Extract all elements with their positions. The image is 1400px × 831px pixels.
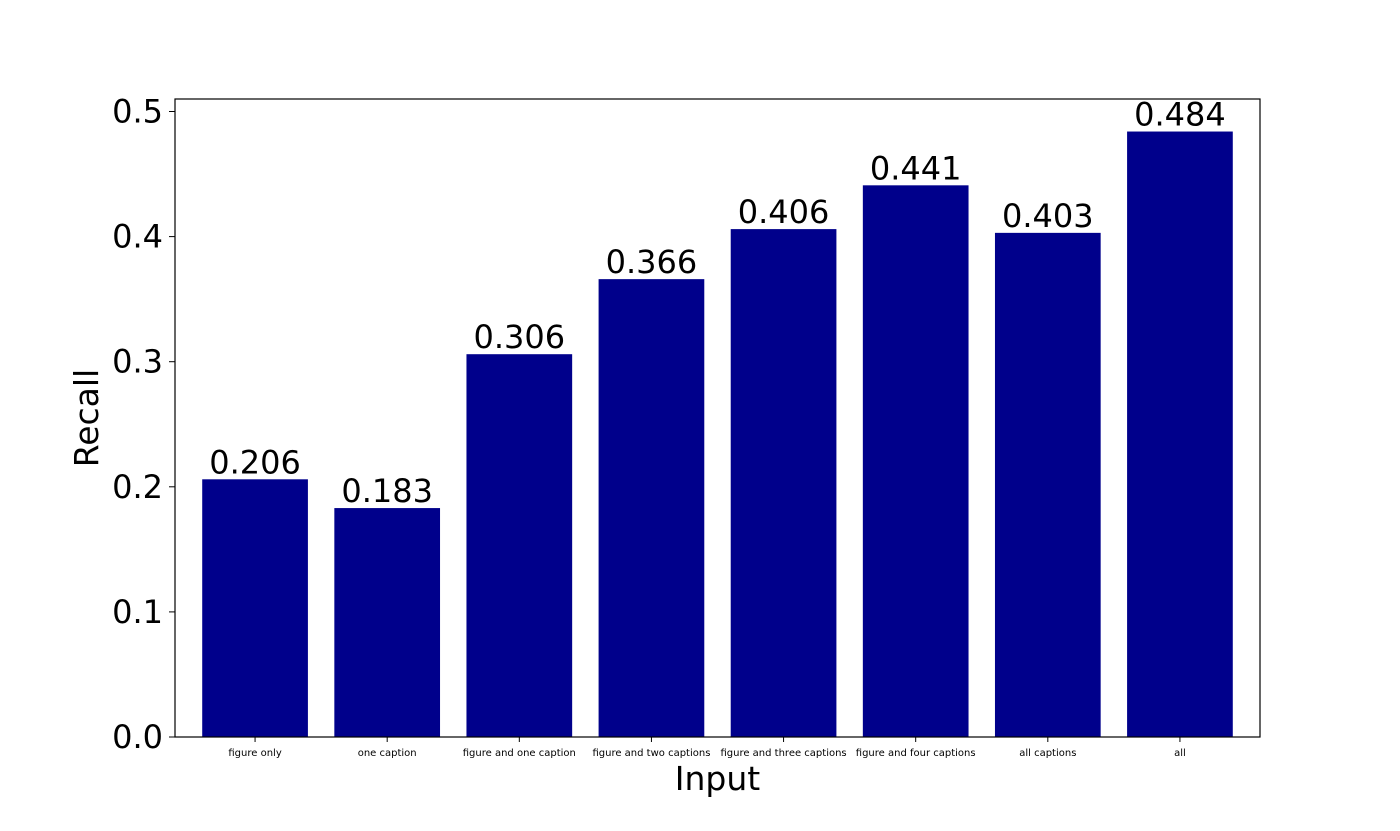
x-axis-label: Input [675, 759, 761, 798]
x-tick-label: figure and one caption [463, 748, 576, 759]
bar-value-label: 0.403 [1002, 197, 1094, 235]
bar-6 [994, 232, 1101, 737]
y-tick-label: 0.2 [112, 468, 163, 506]
y-tick-label: 0.3 [112, 343, 163, 381]
bar-7 [1127, 131, 1233, 737]
x-tick-label: figure only [228, 748, 281, 759]
bar-2 [466, 354, 573, 737]
bar-value-label: 0.406 [738, 193, 830, 231]
y-tick-label: 0.4 [112, 218, 163, 256]
y-axis-ticks: 0.0 0.1 0.2 0.3 0.4 0.5 [112, 93, 175, 756]
bar-3 [598, 279, 705, 737]
bar-0 [202, 479, 308, 737]
y-tick-label: 0.5 [112, 93, 163, 131]
bar-4 [730, 229, 837, 737]
bar-value-label: 0.306 [474, 318, 566, 356]
x-tick-label: figure and two captions [592, 748, 710, 759]
value-labels-layer: 0.206 0.183 0.306 0.366 0.406 0.441 0.403 0.484 [209, 96, 1225, 511]
x-tick-label: one caption [358, 748, 417, 759]
bar-value-label: 0.484 [1134, 96, 1226, 134]
bar-value-label: 0.183 [341, 472, 433, 510]
plot-frame [174, 98, 1261, 738]
bar-value-label: 0.366 [606, 243, 698, 281]
x-tick-label: figure and three captions [720, 748, 846, 759]
x-tick-label: all captions [1019, 748, 1076, 759]
x-tick-label: figure and four captions [856, 748, 976, 759]
bar-1 [334, 508, 441, 737]
bar-value-label: 0.441 [870, 149, 962, 187]
bar-5 [862, 185, 969, 738]
bar-value-label: 0.206 [209, 443, 301, 481]
y-axis-label: Recall [67, 369, 106, 467]
bars-layer [202, 131, 1233, 738]
y-tick-label: 0.1 [112, 593, 163, 631]
y-tick-label: 0.0 [112, 718, 163, 756]
x-axis-ticks: figure only one caption figure and one cap… [228, 737, 1186, 759]
x-tick-label: all [1174, 748, 1186, 759]
